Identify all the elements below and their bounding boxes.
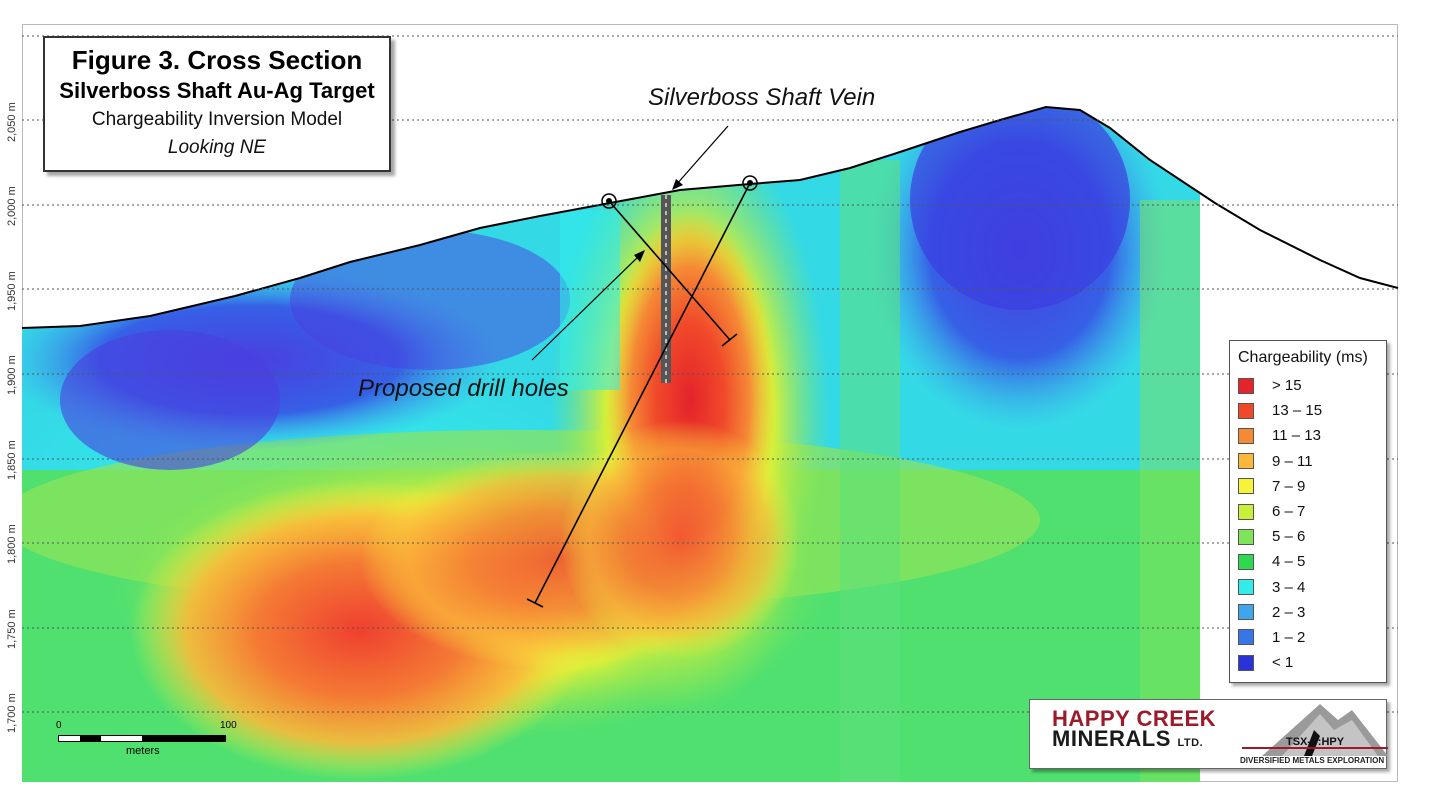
topography-line [21, 105, 1399, 329]
legend-label: 2 – 3 [1272, 603, 1306, 621]
legend-swatch [1238, 503, 1254, 520]
legend-item: 4 – 5 [1238, 549, 1380, 574]
elevation-label-2050: 2,050 m [6, 102, 18, 142]
legend-label: 3 – 4 [1272, 578, 1306, 596]
company-logo-box: HAPPY CREEK MINERALS LTD. TSX-V:HPY DIVE… [1029, 699, 1388, 769]
elevation-label-1700: 1,700 m [6, 693, 18, 733]
view-direction: Looking NE [167, 137, 267, 158]
chargeability-model [22, 107, 1200, 782]
legend-label: 11 – 13 [1272, 427, 1321, 445]
legend-label: 7 – 9 [1272, 477, 1306, 495]
legend-swatch [1238, 604, 1254, 621]
legend-label: 5 – 6 [1272, 528, 1306, 546]
elevation-label-1900: 1,900 m [6, 355, 18, 395]
logo-ticker: TSX-V:HPY [1286, 736, 1345, 748]
scale-end-label: 100 [220, 720, 237, 731]
legend-item: 1 – 2 [1238, 625, 1380, 650]
logo-company-name: HAPPY CREEK [1052, 706, 1217, 731]
legend-swatch [1238, 579, 1254, 596]
legend-swatch [1238, 402, 1254, 419]
elevation-label-1750: 1,750 m [6, 609, 18, 649]
scale-bar-graphic [58, 735, 226, 742]
legend-swatch [1238, 629, 1254, 646]
legend-label: 13 – 15 [1272, 402, 1323, 420]
legend-item: > 15 [1238, 373, 1380, 398]
legend-label: 9 – 11 [1272, 452, 1313, 470]
legend-item: 3 – 4 [1238, 575, 1380, 600]
legend-item: 13 – 15 [1238, 398, 1380, 423]
figure-title: Figure 3. Cross Section [71, 45, 363, 75]
legend-label: 1 – 2 [1272, 628, 1306, 646]
model-description: Chargeability Inversion Model [91, 109, 343, 130]
elevation-label-1950: 1,950 m [6, 271, 18, 311]
legend-swatch [1238, 377, 1254, 394]
legend-label: 6 – 7 [1272, 503, 1306, 521]
legend-swatch [1238, 654, 1254, 671]
elevation-label-1850: 1,850 m [6, 440, 18, 480]
legend-item: 7 – 9 [1238, 474, 1380, 499]
legend-label: < 1 [1272, 654, 1294, 672]
elevation-label-2000: 2,000 m [6, 186, 18, 226]
drill-hole-1 [601, 193, 738, 347]
legend-label: 4 – 5 [1272, 553, 1306, 571]
legend-swatch [1238, 478, 1254, 495]
logo-tagline: DIVERSIFIED METALS EXPLORATION [1240, 756, 1385, 765]
drill-holes-callout-label: Proposed drill holes [358, 375, 569, 402]
legend-item: 5 – 6 [1238, 524, 1380, 549]
mountain-logo-icon [1242, 704, 1388, 756]
legend-swatch [1238, 553, 1254, 570]
legend-item: 9 – 11 [1238, 449, 1380, 474]
legend-item: 6 – 7 [1238, 499, 1380, 524]
legend-item: < 1 [1238, 650, 1380, 675]
legend-item: 11 – 13 [1238, 423, 1380, 448]
shaft-vein-marker [661, 195, 671, 383]
scale-start-label: 0 [56, 720, 62, 731]
drill-hole-2 [526, 175, 758, 608]
logo-minerals: MINERALS LTD. [1052, 726, 1204, 751]
legend-item: 2 – 3 [1238, 600, 1380, 625]
legend-swatch [1238, 453, 1254, 470]
scale-units-label: meters [126, 745, 160, 757]
figure-title-box: Figure 3. Cross Section Silverboss Shaft… [43, 36, 391, 172]
legend-swatch [1238, 528, 1254, 545]
chargeability-legend: Chargeability (ms) > 15 13 – 15 11 – 13 9 –… [1229, 340, 1387, 683]
legend-title: Chargeability (ms) [1238, 349, 1368, 366]
vein-callout-arrow [672, 125, 729, 190]
legend-label: > 15 [1272, 377, 1302, 395]
drill-callout-arrow [531, 250, 645, 361]
figure-subtitle: Silverboss Shaft Au-Ag Target [59, 78, 375, 103]
vein-callout-label: Silverboss Shaft Vein [648, 84, 876, 111]
elevation-label-1800: 1,800 m [6, 524, 18, 564]
legend-swatch [1238, 427, 1254, 444]
